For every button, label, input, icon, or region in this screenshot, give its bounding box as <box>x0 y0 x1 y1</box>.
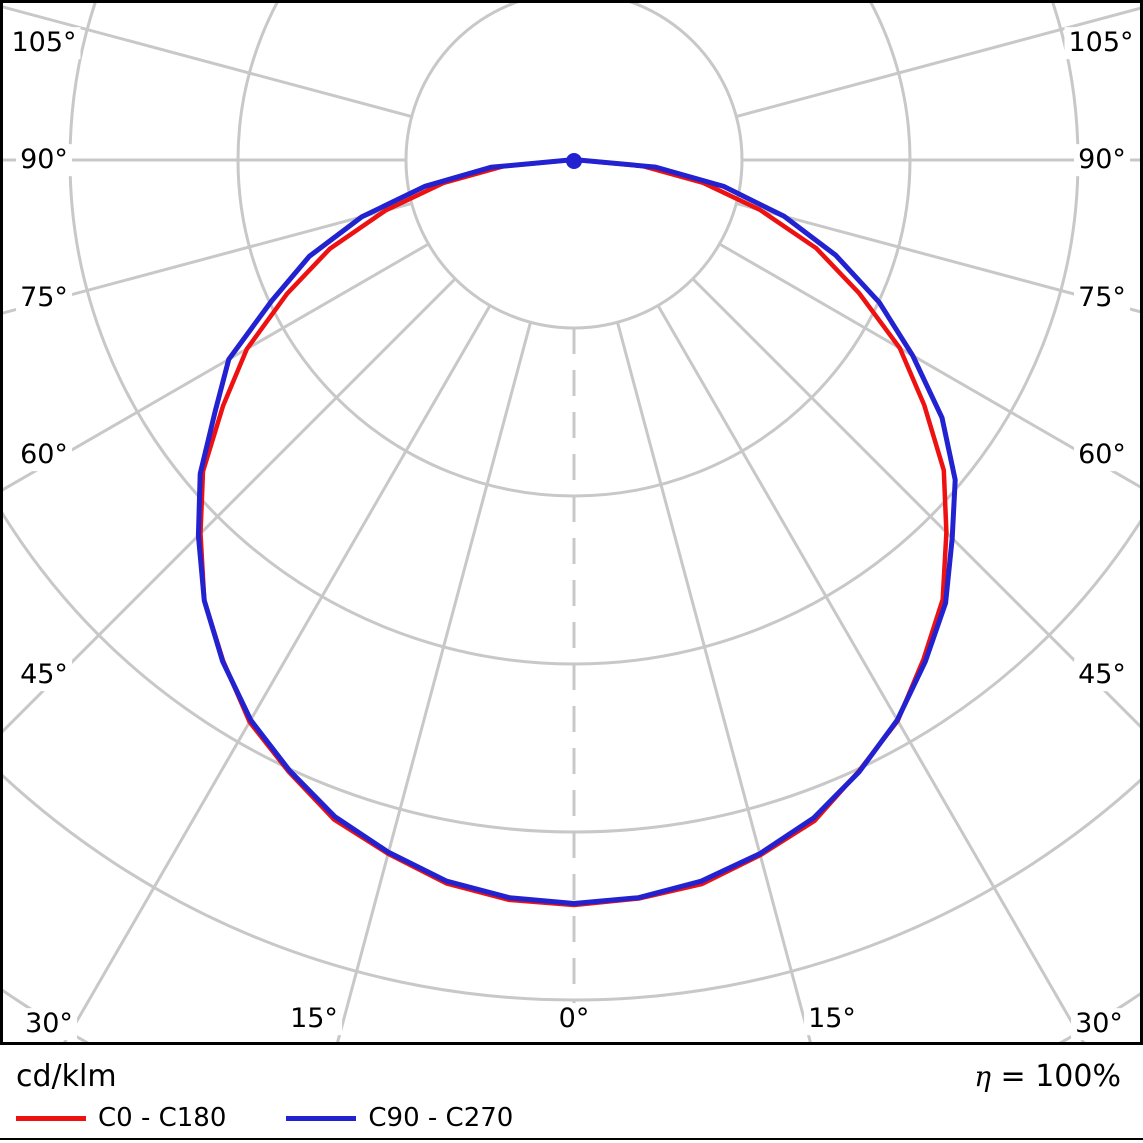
polar-ring <box>3 511 1140 834</box>
angle-tick-label: 105° <box>7 27 81 59</box>
bottom-divider-line <box>0 1138 1143 1140</box>
angle-ray <box>3 277 457 734</box>
angle-tick-label: 30° <box>21 1008 77 1040</box>
angle-ray <box>3 242 430 492</box>
c90-c270-curve <box>195 157 958 906</box>
legend-item-c90: C90 - C270 <box>286 1103 513 1133</box>
angle-ray <box>735 202 1140 314</box>
angle-ray <box>616 321 812 1042</box>
angle-ray <box>718 242 1140 489</box>
angle-ray <box>735 6 1140 118</box>
c90-line-swatch <box>286 1115 357 1121</box>
angle-ray <box>691 277 1140 729</box>
angle-ray <box>3 5 413 118</box>
angle-tick-label: 15° <box>286 1003 342 1035</box>
efficiency-value: = 100% <box>991 1059 1121 1094</box>
angle-ray <box>3 202 413 315</box>
angle-tick-label: 45° <box>16 659 72 691</box>
angle-tick-label: 60° <box>16 439 72 471</box>
c90-legend-label: C90 - C270 <box>368 1103 514 1133</box>
polar-chart-frame: 105° 90° 75° 60° 45° 30° 15° 0° 15° 30° 45° 60° 75° 9… <box>0 0 1143 1045</box>
unit-label: cd/klm <box>16 1059 117 1094</box>
polar-ring <box>3 773 1140 1002</box>
angle-tick-label: 30° <box>1071 1008 1127 1040</box>
eta-symbol: η <box>974 1060 992 1093</box>
legend: C0 - C180 C90 - C270 <box>16 1103 513 1133</box>
angle-tick-label: 75° <box>1074 282 1130 314</box>
polar-grid-and-curves <box>3 3 1140 1042</box>
angle-tick-label: 60° <box>1074 439 1130 471</box>
c0-line-swatch <box>16 1115 86 1121</box>
angle-tick-label: 90° <box>1074 144 1130 176</box>
angle-tick-label: 0° <box>554 1003 594 1035</box>
c0-legend-label: C0 - C180 <box>98 1103 227 1133</box>
angle-tick-label: 15° <box>804 1003 860 1035</box>
angle-tick-label: 105° <box>1064 27 1138 59</box>
angle-ray <box>63 304 492 1042</box>
angle-tick-label: 45° <box>1074 659 1130 691</box>
efficiency-label: η = 100% <box>974 1059 1121 1094</box>
angle-tick-label: 75° <box>16 282 72 314</box>
center-marker <box>566 153 582 169</box>
angle-ray <box>656 304 1085 1042</box>
angle-ray <box>336 321 532 1042</box>
legend-item-c0: C0 - C180 <box>16 1103 226 1133</box>
angle-tick-label: 90° <box>16 144 72 176</box>
footer-top-row: cd/klm η = 100% <box>0 1059 1143 1094</box>
chart-footer: cd/klm η = 100% C0 - C180 C90 - C270 <box>0 1045 1143 1143</box>
